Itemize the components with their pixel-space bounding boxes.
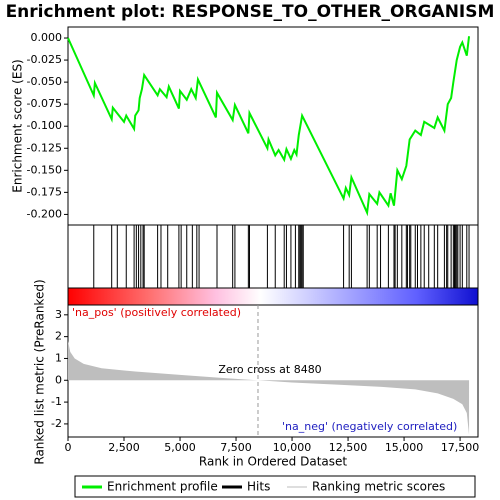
y-tick-label: -2: [51, 417, 62, 430]
x-tick-label: 0: [65, 441, 72, 454]
x-tick-label: 17,500: [441, 441, 480, 454]
x-tick-label: 15,000: [385, 441, 424, 454]
y-tick-label: -1: [51, 395, 62, 408]
y-axis-label: Ranked list metric (PreRanked): [33, 279, 47, 464]
y-tick-label: -0.175: [27, 185, 62, 198]
x-tick-label: 10,000: [273, 441, 312, 454]
legend-label: Hits: [247, 480, 270, 494]
x-tick-label: 5,000: [164, 441, 196, 454]
y-tick-label: -0.125: [27, 141, 62, 154]
y-tick-label: -0.200: [27, 207, 62, 220]
y-tick-label: -0.050: [27, 75, 62, 88]
annotation: Zero cross at 8480: [218, 363, 321, 376]
y-tick-label: -0.150: [27, 163, 62, 176]
es-line: [67, 36, 471, 217]
legend-label: Ranking metric scores: [312, 480, 445, 494]
y-tick-label: 2: [55, 330, 62, 343]
y-tick-label: 0.000: [31, 31, 63, 44]
chart-title: Enrichment plot: RESPONSE_TO_OTHER_ORGAN…: [6, 2, 495, 22]
color-bar: [67, 287, 479, 306]
y-tick-label: 3: [55, 308, 62, 321]
x-tick-label: 2,500: [108, 441, 140, 454]
legend-label: Enrichment profile: [107, 480, 218, 494]
y-axis-label: Enrichment score (ES): [11, 59, 25, 192]
x-tick-label: 12,500: [329, 441, 368, 454]
x-tick-label: 7,500: [220, 441, 252, 454]
y-tick-label: 1: [55, 351, 62, 364]
y-tick-label: -0.075: [27, 97, 62, 110]
y-tick-label: -0.025: [27, 53, 62, 66]
annotation: 'na_pos' (positively correlated): [72, 306, 241, 319]
y-tick-label: -0.100: [27, 119, 62, 132]
annotation: 'na_neg' (negatively correlated): [282, 420, 457, 433]
x-axis-label: Rank in Ordered Dataset: [199, 455, 347, 469]
y-tick-label: 0: [55, 373, 62, 386]
legend: [74, 475, 476, 498]
